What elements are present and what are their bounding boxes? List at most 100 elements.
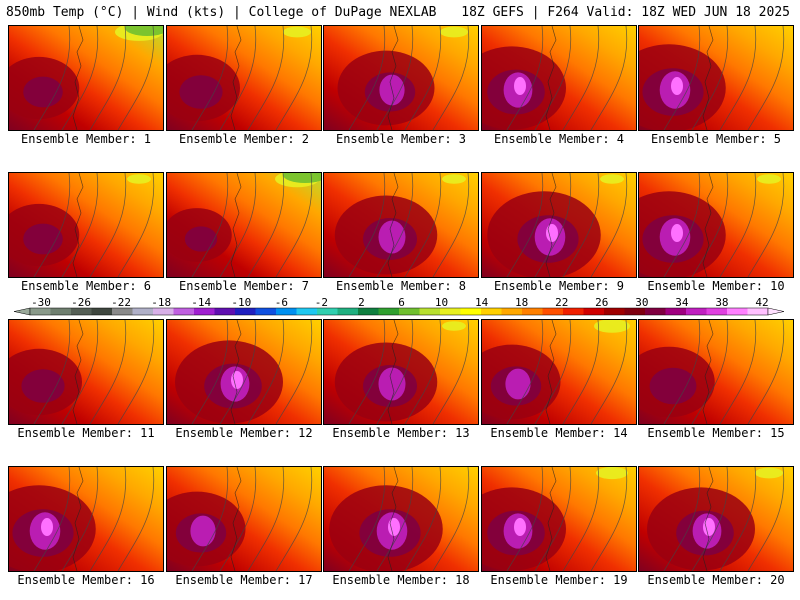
colorbar-tick-label: 14 bbox=[474, 296, 489, 309]
ensemble-member-map bbox=[323, 25, 479, 131]
colorbar-tick-label: 38 bbox=[715, 296, 729, 309]
colorbar-tick-label: 18 bbox=[515, 296, 529, 309]
colorbar-tick-label: -18 bbox=[151, 296, 172, 309]
ensemble-member-label: Ensemble Member: 20 bbox=[647, 573, 785, 587]
colorbar-swatch bbox=[132, 308, 154, 315]
ensemble-member-map bbox=[8, 25, 164, 131]
ensemble-member-map bbox=[481, 172, 637, 278]
colorbar-swatch bbox=[235, 308, 256, 315]
ensemble-member-map bbox=[638, 466, 794, 572]
colorbar-swatch bbox=[686, 308, 707, 315]
colorbar-swatch bbox=[30, 308, 51, 315]
colorbar-swatch bbox=[440, 308, 461, 315]
ensemble-member-label: Ensemble Member: 12 bbox=[175, 426, 313, 440]
ensemble-member-map bbox=[638, 319, 794, 425]
ensemble-member-map bbox=[638, 25, 794, 131]
colorbar-swatch bbox=[399, 308, 420, 315]
ensemble-member-map bbox=[166, 25, 322, 131]
colorbar-tick-label: -10 bbox=[231, 296, 252, 309]
colorbar-tick-label: -26 bbox=[71, 296, 91, 309]
colorbar-swatch bbox=[50, 308, 72, 315]
colorbar-swatch bbox=[112, 308, 133, 315]
colorbar-tick-label: 30 bbox=[635, 296, 649, 309]
ensemble-member-map bbox=[8, 172, 164, 278]
ensemble-member-map bbox=[166, 466, 322, 572]
colorbar-swatch bbox=[542, 308, 564, 315]
ensemble-member-label: Ensemble Member: 16 bbox=[17, 573, 155, 587]
ensemble-member-label: Ensemble Member: 19 bbox=[490, 573, 628, 587]
colorbar-tick-label: 6 bbox=[398, 296, 405, 309]
colorbar-swatch bbox=[255, 308, 277, 315]
colorbar-swatch bbox=[706, 308, 728, 315]
colorbar-swatch bbox=[153, 308, 174, 315]
colorbar-swatch bbox=[194, 308, 215, 315]
ensemble-member-label: Ensemble Member: 5 bbox=[650, 132, 782, 146]
colorbar-swatch bbox=[71, 308, 92, 315]
ensemble-member-map bbox=[638, 172, 794, 278]
ensemble-member-label: Ensemble Member: 2 bbox=[178, 132, 310, 146]
colorbar-swatch bbox=[481, 308, 502, 315]
colorbar-swatch bbox=[173, 308, 195, 315]
ensemble-member-label: Ensemble Member: 4 bbox=[493, 132, 625, 146]
colorbar-swatch bbox=[727, 308, 748, 315]
ensemble-member-map bbox=[323, 319, 479, 425]
colorbar-swatch bbox=[337, 308, 359, 315]
colorbar-tick-label: 2 bbox=[358, 296, 365, 309]
ensemble-member-map bbox=[481, 319, 637, 425]
ensemble-member-label: Ensemble Member: 7 bbox=[178, 279, 310, 293]
colorbar-swatch bbox=[522, 308, 543, 315]
ensemble-member-map bbox=[166, 319, 322, 425]
ensemble-member-map bbox=[8, 319, 164, 425]
ensemble-member-map bbox=[166, 172, 322, 278]
colorbar-swatch bbox=[91, 308, 113, 315]
ensemble-member-label: Ensemble Member: 8 bbox=[335, 279, 467, 293]
colorbar-tick-label: -2 bbox=[314, 296, 328, 309]
ensemble-member-label: Ensemble Member: 14 bbox=[490, 426, 628, 440]
ensemble-member-label: Ensemble Member: 17 bbox=[175, 573, 313, 587]
ensemble-member-label: Ensemble Member: 3 bbox=[335, 132, 467, 146]
colorbar-swatch bbox=[563, 308, 584, 315]
colorbar-swatch bbox=[378, 308, 400, 315]
temperature-colorbar bbox=[13, 307, 785, 316]
colorbar-tick-label: 42 bbox=[755, 296, 769, 309]
colorbar-tick-label: 34 bbox=[675, 296, 689, 309]
colorbar-swatch bbox=[583, 308, 605, 315]
colorbar-swatch bbox=[665, 308, 687, 315]
ensemble-member-label: Ensemble Member: 1 bbox=[20, 132, 152, 146]
ensemble-member-label: Ensemble Member: 18 bbox=[332, 573, 470, 587]
colorbar-tick-label: 10 bbox=[434, 296, 449, 309]
model-run-info: 18Z GEFS | F264 Valid: 18Z WED JUN 18 20… bbox=[461, 5, 790, 20]
ensemble-member-map bbox=[323, 466, 479, 572]
colorbar-tick-label: 26 bbox=[595, 296, 609, 309]
colorbar-swatch bbox=[460, 308, 482, 315]
colorbar-tick-label: -14 bbox=[191, 296, 212, 309]
colorbar-swatch bbox=[604, 308, 625, 315]
colorbar-swatch bbox=[317, 308, 338, 315]
ensemble-member-map bbox=[323, 172, 479, 278]
ensemble-member-label: Ensemble Member: 10 bbox=[647, 279, 785, 293]
ensemble-member-map bbox=[481, 25, 637, 131]
colorbar-swatch bbox=[624, 308, 646, 315]
colorbar-swatch bbox=[501, 308, 523, 315]
colorbar-tick-label: -30 bbox=[31, 296, 51, 309]
colorbar-swatch bbox=[296, 308, 318, 315]
ensemble-member-label: Ensemble Member: 9 bbox=[493, 279, 625, 293]
colorbar-max-arrow bbox=[767, 307, 785, 316]
ensemble-member-label: Ensemble Member: 6 bbox=[20, 279, 152, 293]
ensemble-member-label: Ensemble Member: 11 bbox=[17, 426, 155, 440]
ensemble-member-label: Ensemble Member: 13 bbox=[332, 426, 470, 440]
colorbar-swatch bbox=[645, 308, 666, 315]
colorbar-swatch bbox=[358, 308, 379, 315]
map-title: 850mb Temp (°C) | Wind (kts) | College o… bbox=[6, 5, 437, 20]
colorbar-tick-label: -22 bbox=[111, 296, 132, 309]
ensemble-member-map bbox=[8, 466, 164, 572]
colorbar-swatch bbox=[747, 308, 769, 315]
colorbar-tick-label: 22 bbox=[555, 296, 569, 309]
colorbar-min-arrow bbox=[13, 307, 31, 316]
ensemble-member-label: Ensemble Member: 15 bbox=[647, 426, 785, 440]
colorbar-swatch bbox=[276, 308, 297, 315]
colorbar-tick-label: -6 bbox=[274, 296, 288, 309]
colorbar-swatch bbox=[419, 308, 441, 315]
colorbar-swatch bbox=[214, 308, 236, 315]
ensemble-member-map bbox=[481, 466, 637, 572]
